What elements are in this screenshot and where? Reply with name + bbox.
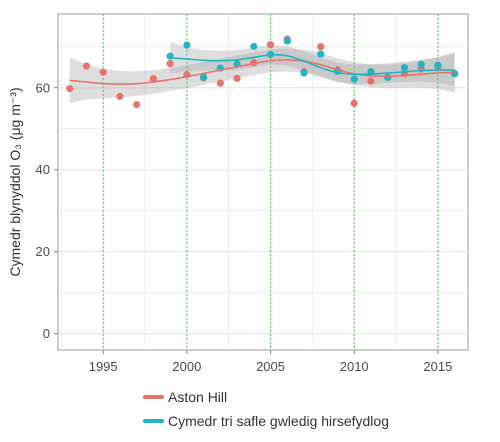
data-point-series-0 bbox=[166, 59, 174, 68]
data-point-series-0 bbox=[233, 74, 241, 82]
data-point-series-1 bbox=[300, 69, 308, 77]
trend-line-series-0 bbox=[69, 59, 455, 85]
data-point-series-1 bbox=[384, 73, 392, 82]
data-point-series-0 bbox=[367, 77, 375, 85]
data-point-series-0 bbox=[99, 68, 107, 76]
trend-lines bbox=[69, 54, 455, 85]
x-tick-label: 2000 bbox=[172, 359, 201, 374]
data-point-series-1 bbox=[317, 50, 325, 58]
data-point-series-1 bbox=[451, 70, 459, 78]
y-tick-label: 20 bbox=[36, 244, 50, 259]
data-point-series-1 bbox=[250, 42, 258, 50]
x-axis: 1995 2000 2005 2010 2015 bbox=[89, 350, 452, 374]
data-point-series-0 bbox=[133, 100, 141, 109]
legend-label-series-1: Cymedr tri safle gwledig hirsefydlog bbox=[168, 413, 389, 429]
plot-panel bbox=[57, 13, 469, 351]
trend-line-series-1 bbox=[170, 54, 455, 76]
data-point-series-0 bbox=[66, 84, 74, 93]
x-tick-label: 1995 bbox=[89, 359, 118, 374]
data-point-series-1 bbox=[199, 73, 208, 81]
data-point-series-0 bbox=[317, 43, 325, 51]
legend: Aston Hill Cymedr tri safle gwledig hirse… bbox=[143, 389, 389, 429]
data-point-series-0 bbox=[266, 41, 275, 49]
data-point-series-0 bbox=[116, 92, 124, 100]
data-point-series-1 bbox=[350, 75, 358, 83]
data-point-series-1 bbox=[434, 61, 442, 69]
data-point-series-1 bbox=[283, 37, 291, 45]
y-tick-label: 40 bbox=[36, 162, 50, 177]
data-point-series-0 bbox=[216, 79, 224, 87]
legend-label-series-0: Aston Hill bbox=[168, 389, 227, 405]
data-point-series-1 bbox=[400, 64, 409, 72]
y-axis-title: Cymedr blynyddol O₃ (μg m⁻³) bbox=[7, 87, 23, 276]
data-point-series-0 bbox=[149, 75, 157, 83]
confidence-band-0 bbox=[69, 48, 455, 104]
data-points bbox=[66, 35, 459, 109]
y-tick-label: 60 bbox=[36, 80, 50, 95]
x-tick-label: 2005 bbox=[256, 359, 285, 374]
y-axis: 0 20 40 60 bbox=[36, 80, 58, 341]
data-point-series-0 bbox=[350, 99, 358, 107]
x-tick-label: 2015 bbox=[423, 359, 452, 374]
data-point-series-1 bbox=[183, 41, 191, 49]
data-point-series-0 bbox=[82, 62, 91, 70]
x-tick-label: 2010 bbox=[340, 359, 369, 374]
y-tick-label: 0 bbox=[43, 326, 50, 341]
data-point-series-1 bbox=[417, 60, 425, 68]
